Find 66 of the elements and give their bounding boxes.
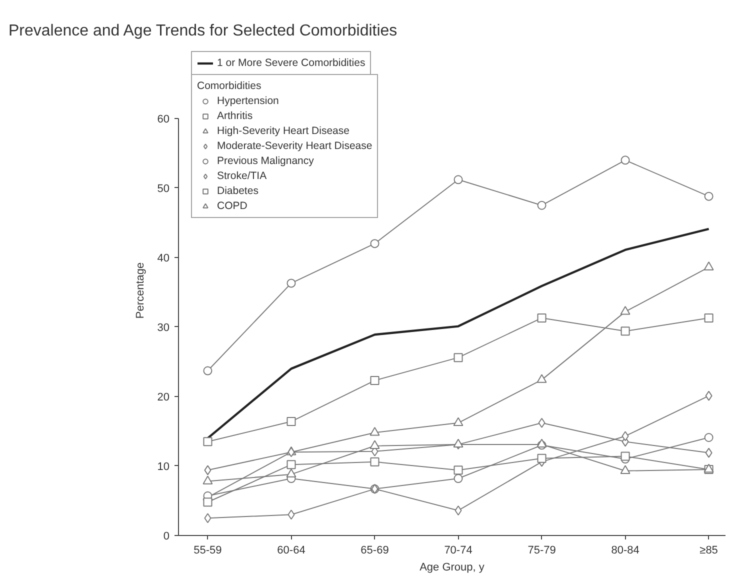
point bbox=[537, 200, 546, 210]
point bbox=[286, 417, 296, 426]
point bbox=[288, 510, 295, 520]
point bbox=[286, 468, 296, 478]
y-tick-label: 10 bbox=[157, 460, 170, 473]
point bbox=[538, 418, 546, 428]
x-tick-label: 55-59 bbox=[194, 544, 222, 556]
legend-label: Arthritis bbox=[217, 110, 253, 122]
point bbox=[454, 505, 462, 516]
point bbox=[622, 431, 629, 442]
point bbox=[454, 175, 463, 184]
point bbox=[286, 460, 296, 470]
point bbox=[370, 376, 380, 386]
point bbox=[202, 476, 213, 484]
point bbox=[204, 465, 212, 476]
point bbox=[203, 498, 212, 507]
y-tick-label: 30 bbox=[157, 322, 170, 334]
point bbox=[370, 426, 380, 436]
point bbox=[620, 156, 630, 165]
legend-label: High-Severity Heart Disease bbox=[217, 125, 350, 137]
point bbox=[453, 417, 464, 426]
point bbox=[620, 452, 630, 461]
point bbox=[536, 374, 547, 383]
point bbox=[537, 454, 546, 463]
point bbox=[620, 465, 630, 474]
point bbox=[454, 353, 463, 362]
point bbox=[204, 513, 212, 524]
point bbox=[370, 239, 380, 248]
y-tick-label: 20 bbox=[157, 391, 170, 404]
x-tick-label: 70-74 bbox=[444, 544, 472, 556]
point bbox=[704, 262, 714, 270]
point bbox=[370, 440, 380, 449]
legend-label: COPD bbox=[217, 200, 248, 212]
point bbox=[537, 313, 546, 322]
y-tick-label: 0 bbox=[163, 530, 170, 542]
x-tick-label: ≥85 bbox=[700, 544, 718, 556]
point bbox=[620, 326, 630, 336]
point bbox=[704, 433, 714, 442]
legend-label: Diabetes bbox=[217, 185, 258, 197]
point bbox=[370, 457, 380, 466]
point bbox=[705, 448, 712, 458]
legend-title: Comorbidities bbox=[197, 80, 262, 92]
legend-label: Hypertension bbox=[217, 95, 279, 107]
point bbox=[203, 437, 212, 446]
x-tick-label: 75-79 bbox=[528, 544, 556, 556]
legend-label: Moderate-Severity Heart Disease bbox=[217, 140, 372, 152]
x-tick-label: 80-84 bbox=[611, 544, 640, 556]
point bbox=[705, 390, 712, 401]
point bbox=[454, 466, 463, 475]
point bbox=[286, 278, 296, 288]
y-tick-label: 40 bbox=[157, 252, 170, 264]
point bbox=[704, 192, 714, 201]
legend-label: Stroke/TIA bbox=[217, 170, 267, 182]
y-tick-label: 50 bbox=[157, 182, 170, 195]
point bbox=[704, 313, 714, 322]
point bbox=[203, 366, 212, 376]
y-tick-label: 60 bbox=[157, 113, 170, 126]
legend-label: 1 or More Severe Comorbidities bbox=[217, 57, 366, 69]
x-tick-label: 60-64 bbox=[277, 544, 306, 556]
legend-label: Previous Malignancy bbox=[217, 155, 314, 167]
x-tick-label: 65-69 bbox=[360, 544, 389, 556]
y-axis-title: Percentage bbox=[134, 262, 146, 319]
chart-title: Prevalence and Age Trends for Selected Comorbidities bbox=[8, 22, 398, 40]
x-axis-title: Age Group, y bbox=[420, 562, 485, 574]
point bbox=[620, 306, 630, 315]
point bbox=[454, 474, 463, 483]
